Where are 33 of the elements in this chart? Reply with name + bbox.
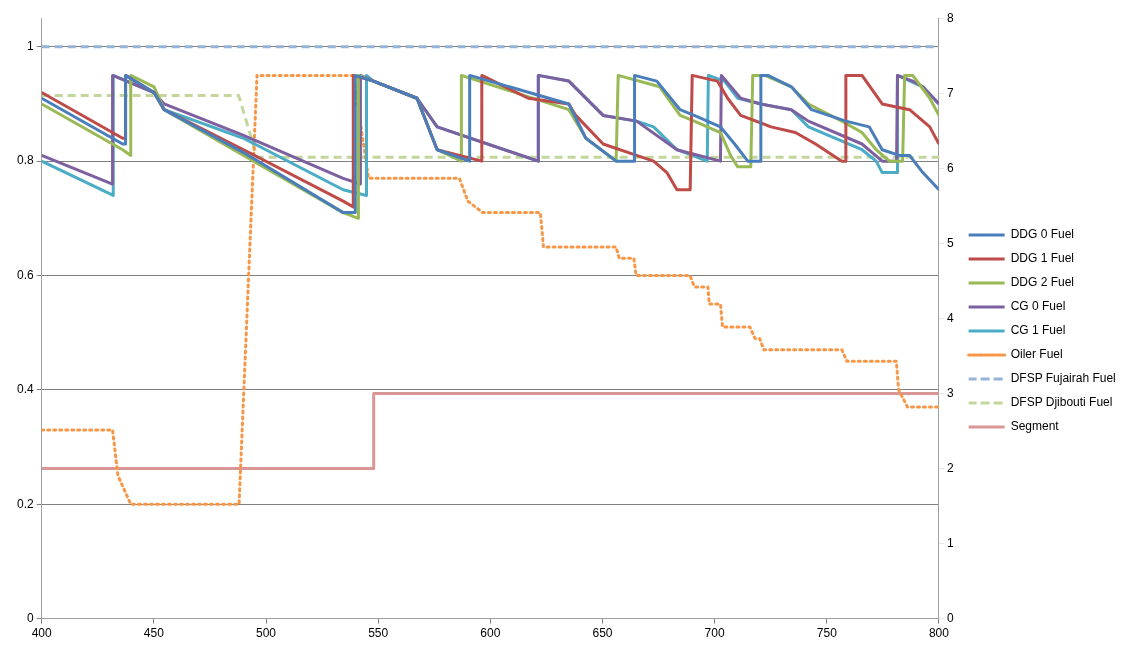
x-tick-label: 550 <box>368 626 389 641</box>
y2-tick-label: 5 <box>946 235 954 250</box>
x-tick-label: 400 <box>31 626 53 641</box>
y-tick-label: 0 <box>26 610 34 625</box>
y2-tick-label: 0 <box>946 610 954 625</box>
y-tick-label: 0.4 <box>16 382 34 397</box>
x-tick-label: 800 <box>928 626 950 641</box>
x-tick-label: 500 <box>255 626 277 641</box>
y2-tick-label: 1 <box>946 535 954 550</box>
y2-tick-label: 8 <box>946 10 954 25</box>
x-tick-label: 750 <box>816 626 838 641</box>
x-tick-label: 700 <box>704 626 725 641</box>
y2-tick-label: 7 <box>946 85 954 100</box>
legend-label: DFSP Djibouti Fuel <box>1010 395 1113 410</box>
y-tick-label: 0.8 <box>16 153 34 168</box>
legend-label: DFSP Fujairah Fuel <box>1010 371 1116 386</box>
y-tick-label: 0.2 <box>16 496 34 511</box>
legend-label: CG 0 Fuel <box>1010 299 1066 314</box>
x-tick-label: 650 <box>592 626 613 641</box>
y2-tick-label: 6 <box>946 160 954 175</box>
x-tick-label: 600 <box>480 626 501 641</box>
legend-label: DDG 0 Fuel <box>1010 227 1074 242</box>
legend-label: DDG 1 Fuel <box>1010 251 1074 266</box>
y2-tick-label: 3 <box>946 385 954 400</box>
legend-label: CG 1 Fuel <box>1010 323 1066 338</box>
legend-label: Segment <box>1010 419 1060 434</box>
legend-label: DDG 2 Fuel <box>1010 275 1074 290</box>
legend-label: Oiler Fuel <box>1010 347 1063 362</box>
y2-tick-label: 4 <box>946 310 954 325</box>
x-tick-label: 450 <box>143 626 165 641</box>
y2-tick-label: 2 <box>946 460 954 475</box>
y-tick-label: 0.6 <box>16 267 34 282</box>
y-tick-label: 1 <box>26 39 34 54</box>
